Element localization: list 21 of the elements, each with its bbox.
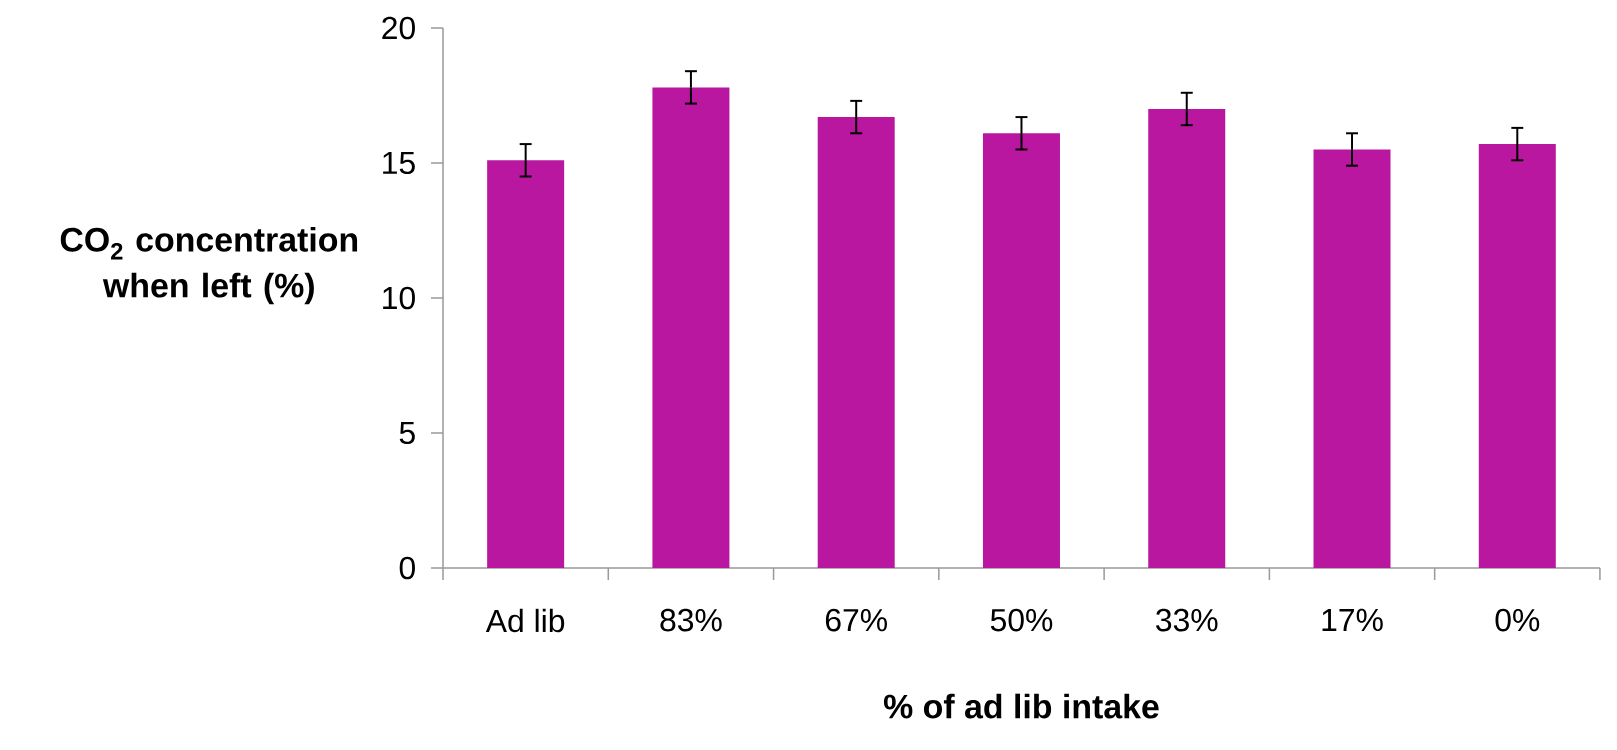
y-axis-title: CO$_{2}$ concentration when left (%) — [60, 226, 358, 305]
x-tick-label: Ad lib — [485, 608, 565, 633]
y-tick-label: 10 — [383, 286, 415, 310]
x-axis-title: % of ad lib intake — [883, 693, 1159, 719]
y-tick-label: 20 — [382, 16, 415, 40]
x-tick-label: 33% — [1156, 608, 1218, 632]
y-tick-label: 15 — [383, 151, 415, 175]
bar — [817, 117, 895, 568]
bar — [652, 87, 730, 568]
x-tick-label: 67% — [825, 608, 887, 632]
x-tick-label: 0% — [1495, 608, 1540, 632]
x-tick-label: 83% — [660, 608, 722, 632]
bar — [1478, 144, 1556, 568]
bar — [982, 133, 1060, 568]
bar — [1313, 149, 1391, 568]
bar — [1148, 108, 1226, 568]
x-tick-label: 50% — [990, 608, 1053, 632]
x-tick-label: 17% — [1322, 608, 1383, 632]
bar — [487, 160, 565, 568]
y-tick-label: 5 — [399, 421, 415, 445]
y-tick-label: 0 — [399, 556, 415, 580]
